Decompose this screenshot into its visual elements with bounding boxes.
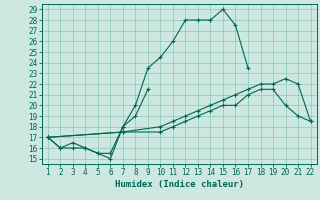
- X-axis label: Humidex (Indice chaleur): Humidex (Indice chaleur): [115, 180, 244, 189]
